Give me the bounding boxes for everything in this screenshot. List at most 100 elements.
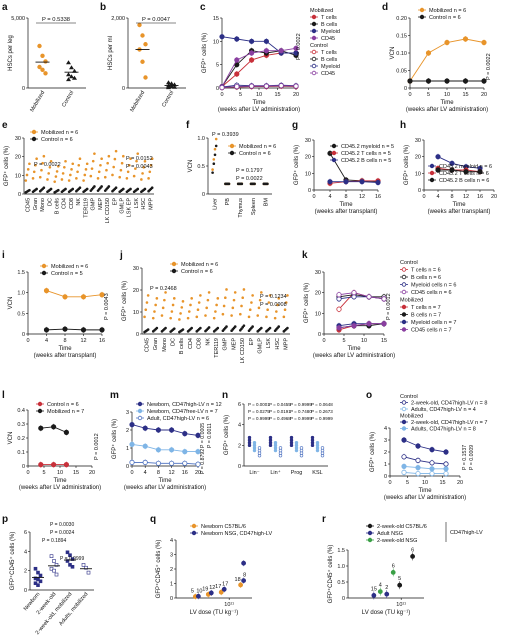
x-tick-label: 8 [63, 338, 66, 344]
x-axis-label: Time [418, 488, 432, 494]
legend-marker [331, 157, 337, 163]
data-point [286, 294, 289, 297]
x-axis-label: Time [347, 346, 361, 352]
panel-label-g: g [292, 120, 298, 131]
x-axis-label: (weeks after LV administration) [124, 485, 206, 491]
x-category-label: Mobilized [129, 90, 146, 113]
y-tick-label: 0 [216, 86, 219, 92]
legend-marker [401, 400, 407, 405]
data-point [234, 57, 240, 63]
y-axis-label: VCN [8, 297, 14, 310]
data-point [266, 182, 269, 186]
p-value: P = 0.9999 [60, 556, 84, 562]
data-point [206, 298, 210, 302]
legend-label: B cells [321, 57, 337, 63]
data-point [76, 170, 79, 174]
y-axis-label: GFP⁺CD45⁺ cells (%) [327, 545, 334, 604]
panel-label-r: r [322, 514, 326, 525]
y-axis-label: VCN [390, 47, 396, 60]
y-tick-label: 0.5 [337, 580, 345, 586]
x-tick-label: 10 [444, 92, 450, 98]
data-point [415, 443, 421, 449]
legend-marker [401, 327, 407, 332]
data-point [49, 159, 53, 163]
x-tick-label: 4 [328, 194, 331, 200]
y-tick-label: 0 [122, 86, 125, 92]
y-tick-label: 0 [126, 464, 129, 470]
x-category-label: CD4 [62, 198, 68, 209]
panel-label-c: c [200, 2, 206, 13]
data-point [154, 303, 157, 307]
legend-marker [311, 49, 317, 55]
x-tick-label: 8 [157, 470, 160, 476]
legend-marker [137, 415, 143, 421]
data-point [359, 179, 365, 185]
x-axis-label: (weeks after LV administration) [19, 485, 101, 491]
y-tick-label: 3 [170, 553, 173, 559]
data-point [214, 137, 218, 141]
series-line [437, 156, 481, 169]
data-point [107, 154, 111, 158]
data-point [103, 175, 107, 179]
legend-label: Control n = 6 [181, 269, 213, 275]
data-point [477, 169, 483, 175]
n-label: 8 [243, 573, 246, 579]
data-point [221, 586, 227, 592]
data-point [129, 459, 135, 465]
panel-h-axes: 0 10 20 30 GFP⁺ cells (%) 0 4 8 12 16 20 Time(weeks… [403, 138, 497, 215]
data-point [78, 186, 82, 189]
y-tick-label: 15 [213, 16, 219, 22]
legend-label: Control n = 6 [429, 15, 461, 21]
p-value: P = 0.0030 [50, 522, 74, 528]
data-point [171, 303, 175, 307]
x-tick-label: 15 [439, 480, 445, 486]
y-tick-label: 30 [133, 266, 139, 272]
data-point [118, 175, 121, 179]
y-tick-label: 0 [202, 192, 205, 198]
p-value: P = 0.1537 [462, 445, 468, 470]
y-tick-label: 30 [415, 138, 421, 144]
data-point [216, 297, 220, 300]
data-point [75, 177, 78, 180]
data-point [60, 178, 64, 181]
data-point [197, 301, 201, 304]
panel-a-axes: 0 5,000 HSCs per leg Mobilized Control P = 0.… [8, 16, 86, 113]
y-tick-label: 0.2 [17, 436, 25, 442]
x-axis-label: Time [252, 100, 266, 106]
x-category-label: Control [61, 90, 75, 108]
y-tick-label: 5 [216, 63, 219, 69]
x-category-label: LSK [266, 338, 272, 349]
data-point [100, 185, 103, 188]
data-point [40, 53, 45, 58]
legend-marker [401, 274, 407, 280]
data-point [233, 325, 237, 328]
x-tick-label: 12 [169, 470, 175, 476]
y-tick-label: 1.0 [197, 136, 205, 142]
data-point [111, 173, 114, 177]
legend-label: Mobilized n = 6 [51, 264, 88, 270]
p-value: P = 0.0275 [248, 409, 270, 414]
legend-label: Mobilized n = 7 [47, 409, 84, 415]
data-point [265, 315, 268, 319]
data-point [129, 441, 135, 447]
p-value: P = 0.2468 [150, 286, 177, 292]
data-point [68, 563, 72, 567]
data-point [263, 48, 269, 54]
y-tick-label: 1.5 [17, 270, 25, 276]
legend-marker [401, 406, 407, 412]
legend-marker [401, 282, 407, 287]
legend-marker [229, 143, 235, 149]
data-point [155, 427, 161, 433]
x-tick-label: 0 [220, 92, 223, 98]
data-point [32, 170, 36, 174]
x-axis-label: (weeks after LV administration) [218, 107, 300, 113]
p-value: P = 0.0047 [142, 17, 170, 23]
data-point [234, 36, 240, 42]
data-point [136, 152, 140, 155]
y-axis-label: GFP⁺ cells (%) [111, 419, 118, 459]
x-category-label: CD4 [188, 338, 194, 349]
data-point [161, 306, 165, 310]
series-line [403, 456, 447, 465]
data-point [401, 454, 407, 460]
legend-marker [137, 408, 143, 414]
